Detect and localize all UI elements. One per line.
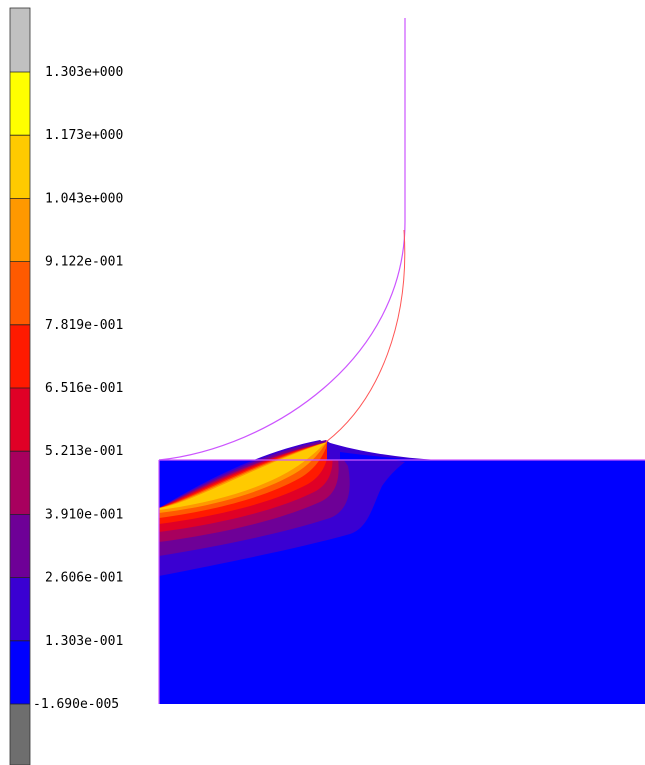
colorbar-tick-label: 5.213e-001 [45,444,123,459]
colorbar-tick-label: 7.819e-001 [45,318,123,333]
colorbar-band [10,324,30,388]
colorbar-band [10,135,30,199]
pileup-wedge-inner [340,452,430,460]
colorbar-band [10,198,30,262]
colorbar-tick-label: 1.173e+000 [45,128,123,143]
colorbar-tick-label: -1.690e-005 [33,697,119,712]
colorbar-tick-label: 1.043e+000 [45,191,123,206]
colorbar-band [10,514,30,578]
contour-field [158,18,645,704]
colorbar-above-max [10,8,30,72]
colorbar-band [10,261,30,325]
colorbar-tick-label: 2.606e-001 [45,571,123,586]
colorbar-band [10,640,30,704]
colorbar-band [10,577,30,641]
colorbar-tick-label: 6.516e-001 [45,381,123,396]
colorbar-band [10,451,30,515]
colorbar-band [10,388,30,452]
colorbar-tick-label: 3.910e-001 [45,507,123,522]
colorbar-frame [9,7,31,765]
colorbar-tick-label: 9.122e-001 [45,255,123,270]
contour-band-9 [159,442,327,510]
colorbar: 1.303e+000 1.173e+000 1.043e+000 9.122e-001… [9,7,123,765]
deformed-indenter-outline [325,229,406,443]
colorbar-tick-label: 1.303e+000 [45,65,123,80]
undeformed-indenter-outline [158,18,406,461]
colorbar-below-min [10,704,30,765]
colorbar-tick-label: 1.303e-001 [45,634,123,649]
colorbar-band [10,72,30,136]
